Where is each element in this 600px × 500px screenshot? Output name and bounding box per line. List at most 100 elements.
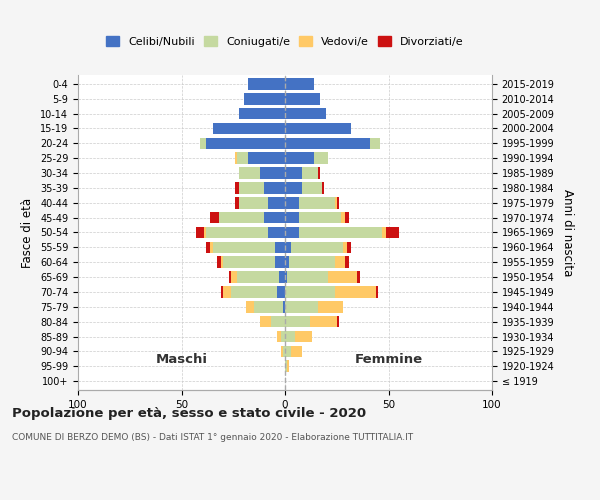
Bar — [285, 256, 289, 268]
Bar — [235, 197, 239, 208]
Bar — [285, 197, 299, 208]
Bar — [265, 212, 285, 224]
Bar — [285, 346, 291, 357]
Bar — [279, 272, 285, 283]
Bar — [260, 316, 271, 328]
Bar — [310, 316, 337, 328]
Legend: Celibi/Nubili, Coniugati/e, Vedovi/e, Divorziati/e: Celibi/Nubili, Coniugati/e, Vedovi/e, Di… — [102, 32, 468, 52]
Y-axis label: Fasce di età: Fasce di età — [22, 198, 34, 268]
Bar — [248, 152, 285, 164]
Bar — [370, 138, 380, 149]
Bar — [238, 272, 279, 283]
Bar — [206, 226, 268, 238]
Bar — [285, 78, 314, 90]
Bar — [211, 212, 219, 224]
Bar — [386, 226, 399, 238]
Bar — [347, 242, 351, 253]
Bar — [337, 197, 339, 208]
Bar — [285, 93, 320, 104]
Bar — [239, 197, 268, 208]
Bar — [382, 226, 386, 238]
Text: Popolazione per età, sesso e stato civile - 2020: Popolazione per età, sesso e stato civil… — [12, 408, 366, 420]
Bar — [229, 272, 231, 283]
Bar — [285, 138, 370, 149]
Bar — [268, 226, 285, 238]
Bar — [291, 346, 302, 357]
Bar — [322, 182, 325, 194]
Bar — [260, 168, 285, 179]
Bar — [335, 197, 337, 208]
Bar — [238, 152, 248, 164]
Bar — [287, 360, 289, 372]
Bar — [248, 78, 285, 90]
Bar — [206, 138, 285, 149]
Bar — [335, 286, 376, 298]
Bar — [217, 256, 221, 268]
Bar — [244, 93, 285, 104]
Bar — [275, 256, 285, 268]
Bar — [285, 226, 299, 238]
Y-axis label: Anni di nascita: Anni di nascita — [561, 189, 574, 276]
Bar — [318, 168, 320, 179]
Bar — [285, 122, 351, 134]
Bar — [302, 182, 322, 194]
Bar — [281, 330, 285, 342]
Bar — [285, 242, 291, 253]
Bar — [285, 212, 299, 224]
Bar — [206, 242, 211, 253]
Bar — [235, 152, 238, 164]
Bar — [285, 152, 314, 164]
Bar — [221, 286, 223, 298]
Bar — [345, 256, 349, 268]
Bar — [283, 301, 285, 312]
Bar — [285, 330, 295, 342]
Bar — [212, 242, 275, 253]
Bar — [200, 138, 206, 149]
Bar — [235, 182, 239, 194]
Bar — [314, 152, 328, 164]
Bar — [277, 330, 281, 342]
Bar — [285, 316, 310, 328]
Bar — [302, 168, 318, 179]
Bar — [219, 212, 265, 224]
Bar — [289, 256, 335, 268]
Bar — [337, 316, 339, 328]
Text: Femmine: Femmine — [355, 353, 422, 366]
Bar — [318, 301, 343, 312]
Bar — [299, 212, 341, 224]
Bar — [358, 272, 359, 283]
Bar — [223, 256, 275, 268]
Bar — [285, 182, 302, 194]
Bar — [285, 360, 287, 372]
Bar — [223, 286, 231, 298]
Bar — [204, 226, 206, 238]
Bar — [231, 272, 238, 283]
Bar — [231, 286, 277, 298]
Bar — [376, 286, 378, 298]
Bar — [254, 301, 283, 312]
Bar — [268, 197, 285, 208]
Bar — [335, 256, 345, 268]
Text: COMUNE DI BERZO DEMO (BS) - Dati ISTAT 1° gennaio 2020 - Elaborazione TUTTITALIA: COMUNE DI BERZO DEMO (BS) - Dati ISTAT 1… — [12, 432, 413, 442]
Text: Maschi: Maschi — [155, 353, 208, 366]
Bar — [285, 168, 302, 179]
Bar — [212, 122, 285, 134]
Bar — [295, 330, 312, 342]
Bar — [196, 226, 204, 238]
Bar — [299, 197, 335, 208]
Bar — [328, 272, 358, 283]
Bar — [343, 242, 347, 253]
Bar — [291, 242, 343, 253]
Bar — [221, 256, 223, 268]
Bar — [277, 286, 285, 298]
Bar — [341, 212, 345, 224]
Bar — [239, 182, 265, 194]
Bar — [287, 272, 328, 283]
Bar — [239, 108, 285, 120]
Bar — [285, 286, 335, 298]
Bar — [285, 108, 326, 120]
Bar — [345, 212, 349, 224]
Bar — [265, 182, 285, 194]
Bar — [239, 168, 260, 179]
Bar — [285, 301, 318, 312]
